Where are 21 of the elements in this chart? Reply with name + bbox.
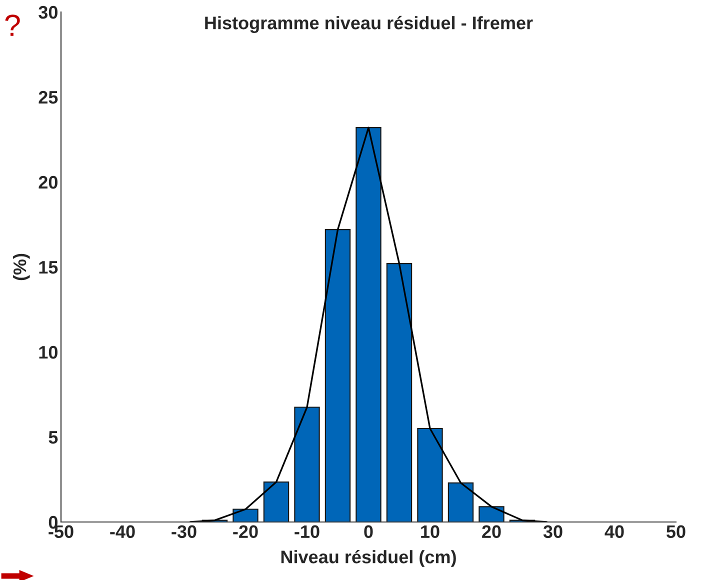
x-tick-label: -30 [172, 525, 196, 538]
x-tick-label: 20 [482, 525, 501, 538]
y-tick-label: 10 [39, 346, 58, 359]
line-series [189, 126, 548, 522]
text: ? [5, 14, 20, 36]
x-tick-label: -20 [233, 525, 258, 538]
y-tick-label: 30 [38, 6, 58, 19]
x-tick-label: 50 [666, 525, 686, 538]
x-tick-label: 0 [364, 525, 373, 538]
x-tick-label: 30 [543, 525, 562, 538]
chart-title: Histogramme niveau résiduel - Ifremer [205, 16, 533, 33]
y-tick-label: 5 [48, 431, 58, 444]
x-tick-label: -10 [294, 525, 320, 538]
x-tick-label: 10 [421, 525, 440, 538]
x-tick-label: 40 [604, 525, 624, 538]
x-axis-title: Niveau résiduel (cm) [281, 550, 456, 567]
y-axis-title: (%) [12, 254, 30, 280]
y-tick-label: 20 [38, 176, 58, 189]
y-tick-label: 15 [39, 261, 58, 274]
x-tick-label: -40 [110, 525, 135, 538]
y-tick-label: 25 [38, 90, 58, 104]
